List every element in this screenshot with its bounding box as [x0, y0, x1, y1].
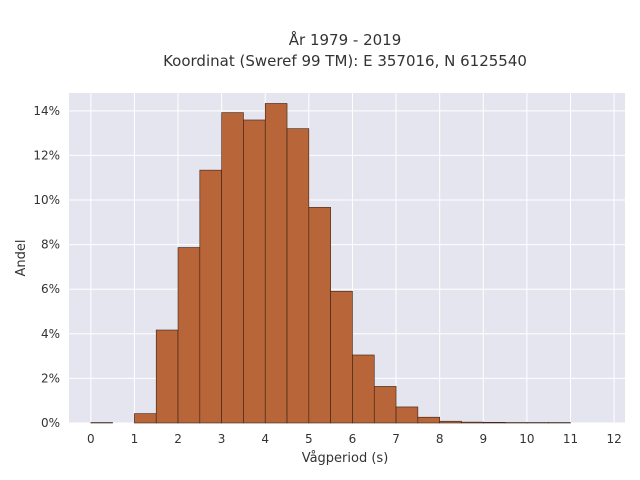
y-tick-labels: 0% 2% 4% 6% 8% 10% 12% 14% [33, 104, 60, 430]
x-tick-label: 11 [563, 432, 578, 446]
x-tick-label: 4 [261, 432, 269, 446]
y-tick-label: 6% [41, 282, 60, 296]
bars [90, 103, 571, 424]
x-tick-label: 2 [174, 432, 182, 446]
x-tick-label: 10 [519, 432, 534, 446]
histogram-bar [264, 103, 288, 424]
x-axis-label: Vågperiod (s) [302, 451, 389, 466]
histogram-bar [221, 112, 244, 424]
y-tick-label: 4% [41, 327, 60, 341]
x-tick-label: 7 [392, 432, 400, 446]
histogram-bar [482, 422, 506, 424]
histogram-bar [373, 386, 397, 424]
histogram-bar [177, 247, 201, 424]
histogram-bar [352, 354, 375, 424]
x-tick-label: 8 [436, 432, 444, 446]
x-tick-label: 0 [87, 432, 95, 446]
x-tick-labels: 0 1 2 3 4 5 6 7 8 9 10 11 12 [87, 432, 622, 446]
y-tick-label: 8% [41, 238, 60, 252]
histogram-bar [155, 329, 179, 424]
y-tick-label: 0% [41, 416, 60, 430]
y-tick-label: 12% [33, 148, 60, 162]
x-tick-label: 9 [479, 432, 487, 446]
x-tick-label: 6 [349, 432, 357, 446]
histogram-bar [330, 290, 353, 424]
histogram-bar [439, 420, 462, 424]
histogram-bar [395, 406, 419, 424]
y-axis-label: Andel [14, 240, 29, 277]
y-tick-label: 2% [41, 371, 60, 385]
histogram-bar [417, 416, 440, 424]
x-tick-label: 12 [606, 432, 621, 446]
y-tick-label: 14% [33, 104, 60, 118]
histogram-bar [286, 128, 310, 424]
x-tick-label: 3 [218, 432, 226, 446]
histogram-bar [461, 421, 484, 424]
chart-title-line-1: År 1979 - 2019 [289, 30, 402, 49]
histogram-bar [243, 119, 266, 424]
x-tick-label: 1 [131, 432, 139, 446]
histogram-bar [199, 169, 222, 424]
chart-title-line-2: Koordinat (Sweref 99 TM): E 357016, N 61… [163, 52, 527, 70]
histogram-bar [308, 207, 331, 424]
y-tick-label: 10% [33, 193, 60, 207]
x-tick-label: 5 [305, 432, 313, 446]
histogram-bar [134, 413, 157, 424]
